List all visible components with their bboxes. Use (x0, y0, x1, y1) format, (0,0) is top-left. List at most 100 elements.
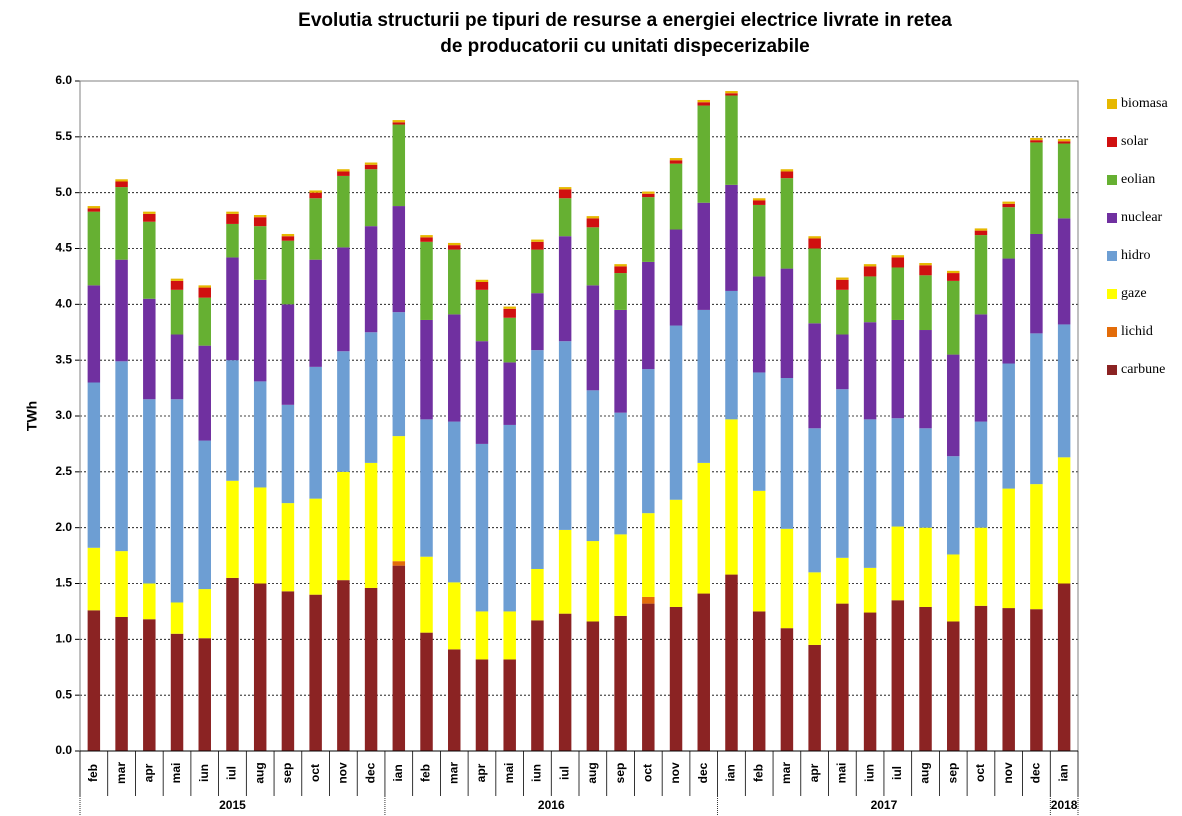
bar-segment (309, 594, 322, 751)
bar-segment (364, 462, 378, 588)
bar-segment (947, 280, 960, 355)
bar-segment (420, 241, 433, 320)
x-tick-label: iul (890, 766, 904, 780)
x-tick-label: sep (613, 763, 627, 784)
bar-segment (392, 436, 406, 562)
bar-segment (170, 334, 184, 400)
x-tick-label: mar (779, 762, 793, 784)
bar-segment (974, 605, 988, 751)
bar-segment (87, 208, 101, 212)
bar-segment (198, 440, 211, 590)
bar-segment (281, 304, 295, 405)
bar-segment (697, 309, 710, 463)
bar-segment (392, 206, 406, 313)
bar-segment (364, 332, 378, 463)
bar-segment (198, 638, 211, 751)
bar-segment (226, 213, 239, 224)
legend-swatch (1107, 99, 1117, 109)
bar-segment (170, 633, 184, 751)
y-axis-label: TWh (24, 401, 40, 431)
bar-segment (586, 227, 600, 286)
x-tick-label: aug (252, 762, 266, 783)
bar-segment (253, 279, 267, 382)
bar-segment (780, 528, 794, 629)
y-tick-label: 3.5 (55, 352, 72, 366)
legend-label: nuclear (1121, 210, 1163, 225)
bar-segment (309, 192, 322, 199)
bar-segment (614, 615, 627, 751)
y-tick-label: 2.5 (55, 464, 72, 478)
bar-segment (87, 547, 101, 611)
bar-segment (309, 190, 322, 193)
y-tick-label: 6.0 (55, 73, 72, 87)
x-tick-label: apr (141, 763, 155, 782)
x-tick-label: oct (973, 764, 987, 782)
bar-segment (974, 421, 988, 528)
bar-segment (420, 419, 433, 557)
bar-segment (947, 270, 960, 274)
legend-swatch (1107, 289, 1117, 299)
bar-segment (919, 428, 932, 528)
bar-segment (642, 191, 655, 194)
x-tick-label: iul (225, 766, 239, 780)
legend-label: gaze (1121, 286, 1147, 301)
bar-segment (725, 574, 738, 751)
bar-segment (281, 240, 295, 305)
x-tick-label: iul (557, 766, 571, 780)
bar-segment (226, 211, 239, 214)
group-label: 2016 (538, 798, 565, 812)
x-tick-label: mar (446, 762, 460, 784)
bar-segment (115, 259, 128, 362)
bar-segment (337, 580, 350, 751)
bar-segment (863, 322, 877, 420)
bar-segment (974, 228, 988, 231)
bar-segment (1002, 363, 1015, 489)
bar-segment (697, 202, 710, 310)
bar-segment (253, 381, 267, 488)
bar-segment (1002, 201, 1015, 204)
bar-segment (253, 215, 267, 218)
legend-swatch (1107, 327, 1117, 337)
bar-segment (780, 268, 794, 379)
bar-segment (752, 198, 766, 201)
bar-segment (780, 169, 794, 172)
bar-segment (780, 378, 794, 529)
bar-segment (947, 621, 960, 751)
bar-segment (863, 567, 877, 613)
x-tick-label: sep (945, 763, 959, 784)
bar-segment (531, 350, 544, 569)
bar-segment (503, 659, 516, 751)
bar-segment (115, 187, 128, 260)
bar-segment (337, 175, 350, 248)
bar-segment (586, 541, 600, 622)
bar-segment (1002, 608, 1015, 751)
bar-segment (448, 421, 461, 583)
bar-segment (170, 278, 184, 281)
bar-segment (1030, 140, 1043, 143)
bar-segment (808, 248, 821, 324)
bar-segment (420, 237, 433, 242)
bar-segment (448, 314, 461, 422)
bar-segment (143, 399, 156, 584)
bar-segment (919, 330, 932, 429)
x-tick-label: apr (807, 763, 821, 782)
bar-segment (642, 596, 655, 604)
bar-segment (1057, 583, 1071, 751)
x-tick-label: ian (724, 764, 738, 781)
bar-segment (337, 471, 350, 581)
bar-segment (891, 418, 905, 527)
x-tick-label: aug (585, 762, 599, 783)
bar-segment (1030, 484, 1043, 610)
legend-swatch (1107, 251, 1117, 261)
bar-segment (974, 230, 988, 236)
bar-segment (836, 389, 849, 558)
bar-segment (919, 275, 932, 331)
bar-segment (503, 308, 516, 318)
bar-segment (503, 306, 516, 309)
bar-segment (226, 257, 239, 361)
x-tick-label: iun (197, 764, 211, 782)
bar-segment (863, 266, 877, 277)
bar-segment (170, 280, 184, 290)
x-tick-label: mai (502, 763, 516, 784)
bar-segment (752, 611, 766, 751)
